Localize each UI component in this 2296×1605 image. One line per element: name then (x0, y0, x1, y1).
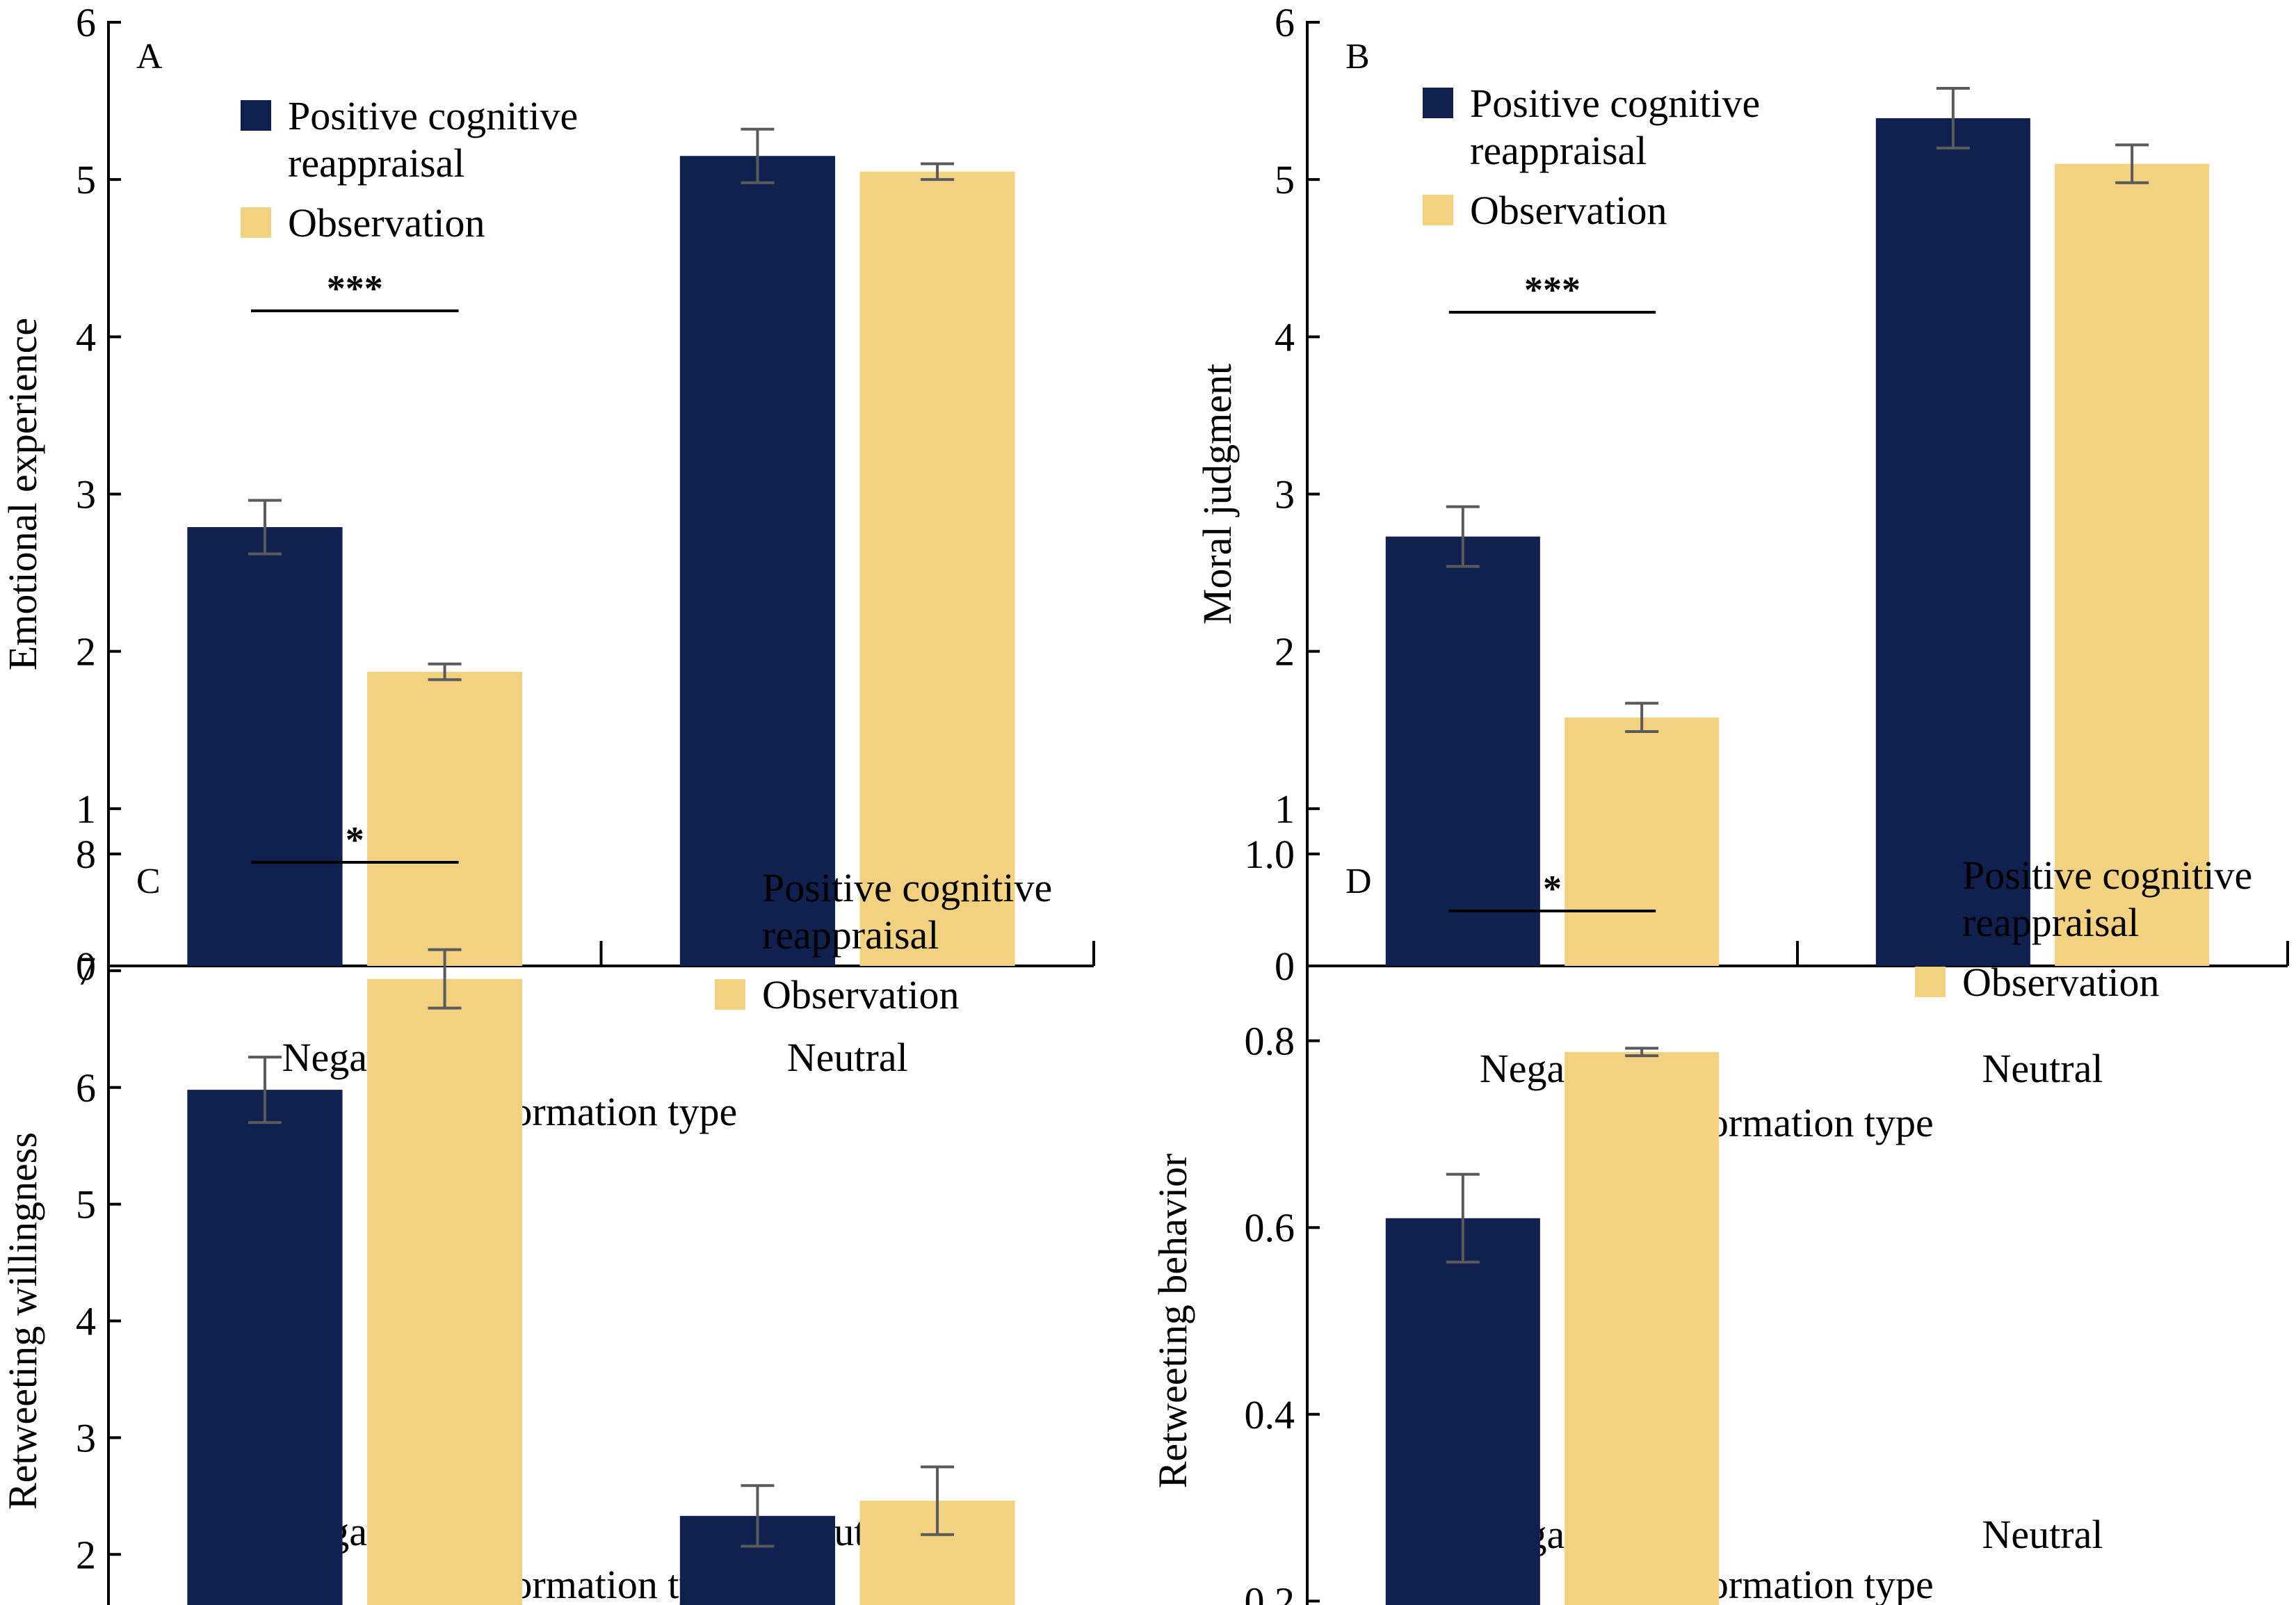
panel-letter: C (136, 862, 161, 901)
panel-letter: A (136, 37, 163, 76)
legend-label-pcr-line1: Positive cognitive (1962, 853, 2252, 898)
y-tick-label: 1 (76, 787, 96, 832)
y-tick-label: 0.2 (1245, 1579, 1295, 1605)
bar-observation-negative (366, 978, 523, 1605)
bar-positive-cognitive-reappraisal-negative (1385, 1218, 1540, 1605)
panel-c: C Retweeting willingness Information typ… (0, 819, 1052, 1605)
panel-d: D Retweeting behavior Information type N… (1150, 832, 2252, 1605)
bar-positive-cognitive-reappraisal-negative (187, 526, 343, 966)
y-axis-title: Retweeting behavior (1150, 1154, 1195, 1489)
legend-swatch-observation (241, 207, 271, 238)
legend-label-pcr-line2: reappraisal (1962, 900, 2139, 945)
legend-swatch-positive-cognitive-reappraisal (1915, 860, 1946, 890)
y-tick-label: 0.6 (1245, 1205, 1295, 1250)
bar-observation-negative (366, 672, 523, 966)
category-label-neutral: Neutral (1982, 1512, 2103, 1557)
y-axis-title: Moral judgment (1195, 364, 1240, 624)
significance-label: * (346, 819, 364, 861)
y-axis-title: Emotional experience (0, 318, 45, 670)
y-tick-label: 1.0 (1245, 832, 1295, 877)
legend-label-pcr-line2: reappraisal (1470, 128, 1647, 173)
y-tick-label: 6 (76, 0, 96, 45)
y-tick-label: 0.8 (1245, 1019, 1295, 1064)
bar-positive-cognitive-reappraisal-neutral (1875, 118, 2030, 966)
significance-label: *** (327, 268, 383, 309)
y-tick-label: 6 (1275, 0, 1295, 45)
legend-label-pcr-line1: Positive cognitive (288, 93, 578, 138)
panel-a: A Emotional experience Information type … (0, 0, 1095, 1134)
category-label-neutral: Neutral (787, 1035, 908, 1080)
y-tick-label: 6 (76, 1065, 96, 1111)
y-tick-label: 3 (76, 1415, 96, 1460)
panel-letter: D (1345, 862, 1372, 901)
legend-label-observation: Observation (288, 200, 485, 245)
y-tick-label: 7 (76, 949, 96, 994)
legend-swatch-positive-cognitive-reappraisal (715, 872, 745, 903)
legend-label-observation: Observation (762, 972, 960, 1017)
panel-b: B Moral judgment Information type Negati… (1195, 0, 2289, 1145)
y-tick-label: 3 (76, 472, 96, 517)
y-tick-label: 1 (1275, 787, 1295, 832)
y-tick-label: 0.4 (1245, 1392, 1295, 1437)
legend-swatch-positive-cognitive-reappraisal (241, 100, 271, 131)
y-tick-label: 0 (76, 944, 96, 989)
y-tick-label: 2 (1275, 629, 1295, 675)
bar-observation-negative (1565, 1051, 1720, 1605)
category-label-neutral: Neutral (1982, 1046, 2103, 1091)
legend-label-pcr-line2: reappraisal (762, 912, 939, 958)
legend-swatch-positive-cognitive-reappraisal (1423, 88, 1453, 118)
y-tick-label: 5 (76, 1182, 96, 1227)
legend-label-pcr-line1: Positive cognitive (762, 865, 1052, 910)
legend-label-pcr-line1: Positive cognitive (1470, 81, 1760, 126)
bar-positive-cognitive-reappraisal-neutral (679, 156, 836, 966)
significance-label: *** (1524, 269, 1580, 311)
legend-label-observation: Observation (1470, 188, 1667, 233)
y-tick-label: 2 (76, 1532, 96, 1577)
bar-observation-negative (1565, 717, 1720, 966)
y-tick-label: 3 (1275, 472, 1295, 517)
bar-observation-neutral (2055, 163, 2210, 966)
legend-label-pcr-line2: reappraisal (288, 140, 464, 186)
significance-label: * (1543, 868, 1562, 910)
y-tick-label: 5 (76, 157, 96, 202)
bar-observation-neutral (859, 171, 1015, 966)
y-tick-label: 4 (76, 1299, 96, 1344)
bar-positive-cognitive-reappraisal-negative (187, 1090, 343, 1605)
y-tick-label: 2 (76, 629, 96, 675)
y-tick-label: 4 (76, 314, 96, 360)
legend-swatch-observation (1423, 195, 1453, 225)
legend-swatch-observation (1915, 967, 1946, 997)
y-tick-label: 8 (76, 832, 96, 877)
y-tick-label: 5 (1275, 157, 1295, 202)
legend-label-observation: Observation (1962, 960, 2160, 1005)
panel-letter: B (1345, 37, 1370, 76)
y-axis-title: Retweeting willingness (0, 1132, 45, 1510)
y-tick-label: 4 (1275, 314, 1295, 360)
y-tick-label: 0 (1275, 944, 1295, 989)
legend-swatch-observation (715, 979, 745, 1010)
bar-positive-cognitive-reappraisal-negative (1385, 536, 1540, 966)
